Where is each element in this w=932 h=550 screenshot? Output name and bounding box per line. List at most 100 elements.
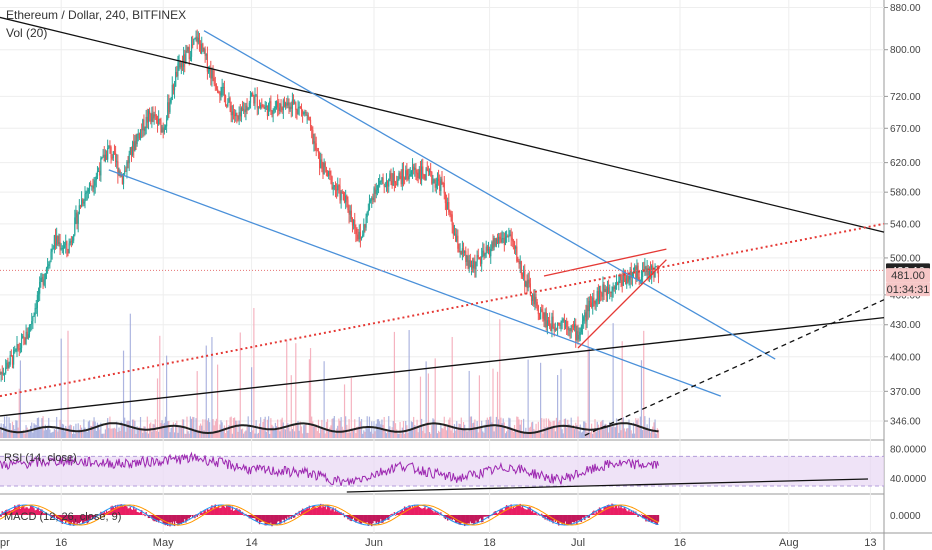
candle-body <box>113 151 116 154</box>
macd-bar <box>406 507 408 515</box>
candle-body <box>263 106 265 109</box>
volume-bar <box>532 421 534 438</box>
volume-bar <box>124 417 126 438</box>
macd-bar <box>633 513 636 515</box>
volume-bar <box>353 430 355 438</box>
macd-bar <box>470 515 473 524</box>
volume-bar <box>370 431 372 438</box>
volume-bar <box>172 422 174 438</box>
macd-bar <box>465 515 467 525</box>
volume-bar <box>130 428 133 438</box>
candle-body <box>262 106 264 108</box>
candle-body <box>177 63 179 77</box>
candle-body <box>296 109 298 115</box>
candle-body <box>6 362 8 368</box>
macd-bar <box>128 508 130 515</box>
time-axis[interactable]: pr 16 May 14 Jun 18 Jul 16 Aug 13 <box>0 537 877 549</box>
volume-bar <box>162 424 164 438</box>
volume-bar <box>483 432 485 438</box>
candle-body <box>94 180 96 186</box>
macd-bar <box>271 515 273 527</box>
candle-body <box>238 112 240 120</box>
candle-body <box>185 50 187 64</box>
macd-bar <box>314 506 316 515</box>
candle-body <box>615 282 618 286</box>
volume-bar <box>482 431 484 438</box>
macd-bar <box>500 508 502 515</box>
candle-body <box>0 373 1 375</box>
macd-bar <box>95 515 98 516</box>
macd-bar <box>54 515 57 517</box>
candle-body <box>487 249 490 251</box>
macd-bar <box>508 506 510 515</box>
volume-bar <box>101 433 103 438</box>
rsi-pane: RSI (14, close) <box>0 451 884 493</box>
volume-bar <box>496 371 499 438</box>
volume-bar <box>73 426 75 438</box>
macd-bar <box>321 507 323 515</box>
volume-bar <box>181 419 184 438</box>
volume-bar <box>460 417 462 438</box>
volume-bar <box>264 416 266 438</box>
macd-bar <box>517 504 519 515</box>
volume-bar <box>298 430 300 438</box>
volume-bar <box>408 330 410 438</box>
candle-body <box>467 256 469 269</box>
volume-bar <box>171 426 173 438</box>
volume-bar <box>253 308 255 438</box>
macd-bar <box>502 510 504 515</box>
candle-body <box>54 235 57 246</box>
volume-bar <box>279 431 281 438</box>
candle-body <box>146 116 148 123</box>
macd-bar <box>181 515 184 523</box>
candle-body <box>0 372 2 374</box>
candle-body <box>178 62 180 64</box>
candle-body <box>608 287 610 293</box>
volume-bar <box>158 431 160 438</box>
volume-bar <box>475 428 477 438</box>
price-axis[interactable]: 346.00370.00400.00430.00460.00500.00540.… <box>884 3 927 522</box>
macd-bar <box>309 509 312 515</box>
macd-bar <box>67 515 69 522</box>
candle-body <box>638 277 640 281</box>
volume-bar <box>121 423 123 438</box>
candle-body <box>200 43 202 54</box>
volume-bar <box>520 419 522 438</box>
volume-bar <box>598 428 601 438</box>
candle-body <box>328 170 330 177</box>
candle-body <box>246 105 248 111</box>
candle-body <box>617 282 619 285</box>
volume-bar <box>389 426 391 438</box>
macd-bar <box>317 507 320 515</box>
candle-body <box>347 199 349 211</box>
candle-body <box>228 98 230 103</box>
candle-body <box>473 260 475 269</box>
macd-bar <box>478 515 481 520</box>
price-tick-label: 430.00 <box>890 320 921 331</box>
candle-body <box>201 43 203 54</box>
volume-bar <box>248 426 250 438</box>
volume-bar <box>551 426 553 438</box>
candle-body <box>603 284 605 292</box>
volume-bar <box>245 430 247 438</box>
macd-bar <box>399 511 401 515</box>
candle-body <box>579 331 581 335</box>
candle-body <box>384 186 386 188</box>
candle-body <box>399 173 401 176</box>
time-tick-label: 18 <box>483 537 495 549</box>
candle-body <box>125 170 127 172</box>
macd-bar <box>530 511 533 515</box>
candle-body <box>545 312 547 328</box>
volume-bar <box>379 421 381 438</box>
macd-bar <box>236 508 238 515</box>
volume-bar <box>530 422 533 438</box>
volume-bar <box>238 420 240 438</box>
candle-body <box>593 297 595 304</box>
macd-bar <box>86 515 88 524</box>
volume-bar <box>26 427 28 438</box>
candle-body <box>614 285 616 290</box>
volume-bar <box>147 433 150 438</box>
volume-bar <box>308 359 310 438</box>
macd-bar <box>476 515 478 524</box>
